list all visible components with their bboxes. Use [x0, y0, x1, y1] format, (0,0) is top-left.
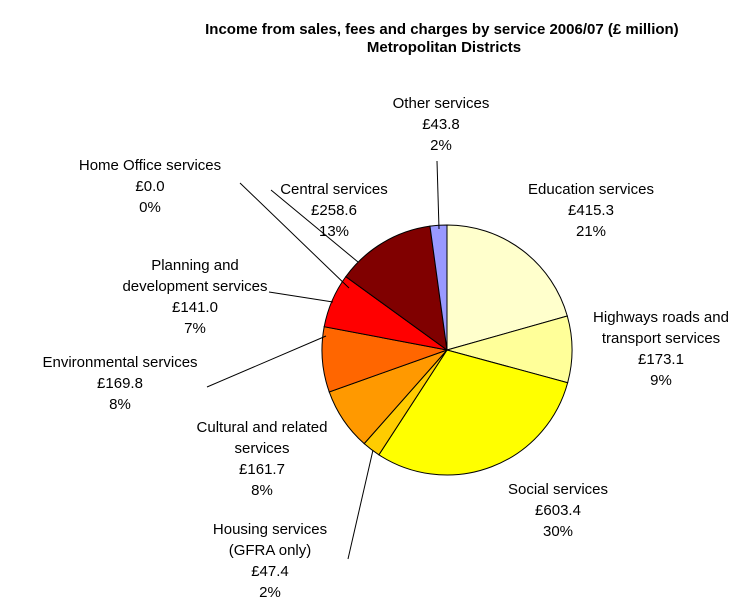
leader-line-environmental [206, 335, 327, 388]
leader-line-other [436, 160, 440, 230]
chart-title: Income from sales, fees and charges by s… [205, 21, 683, 56]
slice-label-central-name-line-1: Central services [280, 181, 388, 198]
slice-label-central-percent: 13% [319, 223, 349, 240]
slice-label-planning-value: £141.0 [172, 299, 218, 316]
slice-label-highways-percent: 9% [650, 372, 672, 389]
slice-label-education: Education services £415.3 21% [528, 181, 654, 240]
slice-label-cultural-value: £161.7 [239, 461, 285, 478]
slice-label-planning-percent: 7% [184, 320, 206, 337]
slice-label-education-value: £415.3 [568, 202, 614, 219]
slice-label-social-value: £603.4 [535, 502, 581, 519]
leader-lines [206, 160, 440, 560]
slice-label-other-name-line-1: Other services [393, 95, 490, 112]
slice-label-social-percent: 30% [543, 523, 573, 540]
slice-label-planning: Planning and development services £141.0 7% [122, 257, 267, 337]
slice-label-cultural-name-line-2: services [234, 440, 289, 457]
chart-title-line-1: Income from sales, fees and charges by s… [205, 21, 679, 38]
slice-label-environmental-percent: 8% [109, 396, 131, 413]
slice-labels: Education services £415.3 21% Highways road… [42, 95, 728, 601]
slice-label-highways: Highways roads and transport services £173… [593, 309, 729, 389]
slice-label-central-value: £258.6 [311, 202, 357, 219]
pie-slices [321, 224, 573, 476]
chart-title-line-2: Metropolitan Districts [367, 39, 521, 56]
slice-label-cultural: Cultural and related services £161.7 8% [197, 419, 328, 499]
slice-label-environmental-value: £169.8 [97, 375, 143, 392]
slice-label-other-value: £43.8 [422, 116, 460, 133]
pie-slice-social [378, 349, 569, 476]
slice-label-environmental-name-line-1: Environmental services [42, 354, 197, 371]
slice-label-highways-name-line-2: transport services [602, 330, 720, 347]
slice-label-social: Social services £603.4 30% [508, 481, 608, 540]
slice-label-housing-name-line-1: Housing services [213, 521, 327, 538]
slice-label-other: Other services £43.8 2% [393, 95, 490, 154]
slice-label-housing: Housing services (GFRA only) £47.4 2% [213, 521, 327, 601]
slice-label-cultural-name-line-1: Cultural and related [197, 419, 328, 436]
slice-label-education-name-line-1: Education services [528, 181, 654, 198]
slice-label-housing-name-line-2: (GFRA only) [229, 542, 312, 559]
slice-label-homeoffice: Home Office services £0.0 0% [79, 157, 221, 216]
slice-label-homeoffice-name-line-1: Home Office services [79, 157, 221, 174]
slice-label-housing-percent: 2% [259, 584, 281, 601]
leader-line-homeoffice [239, 182, 350, 289]
pie-slice-education [446, 224, 568, 351]
leader-line-housing [347, 449, 374, 560]
slice-label-housing-value: £47.4 [251, 563, 289, 580]
slice-label-environmental: Environmental services £169.8 8% [42, 354, 197, 413]
slice-label-social-name-line-1: Social services [508, 481, 608, 498]
slice-label-highways-name-line-1: Highways roads and [593, 309, 729, 326]
slice-label-cultural-percent: 8% [251, 482, 273, 499]
slice-label-planning-name-line-2: development services [122, 278, 267, 295]
pie-slice-central [345, 225, 448, 352]
slice-label-homeoffice-value: £0.0 [135, 178, 164, 195]
slice-label-highways-value: £173.1 [638, 351, 684, 368]
slice-label-homeoffice-percent: 0% [139, 199, 161, 216]
slice-label-other-percent: 2% [430, 137, 452, 154]
leader-line-central [270, 189, 359, 263]
slice-label-central: Central services £258.6 13% [280, 181, 388, 240]
slice-label-education-percent: 21% [576, 223, 606, 240]
slice-label-planning-name-line-1: Planning and [151, 257, 239, 274]
leader-line-planning [268, 291, 334, 303]
